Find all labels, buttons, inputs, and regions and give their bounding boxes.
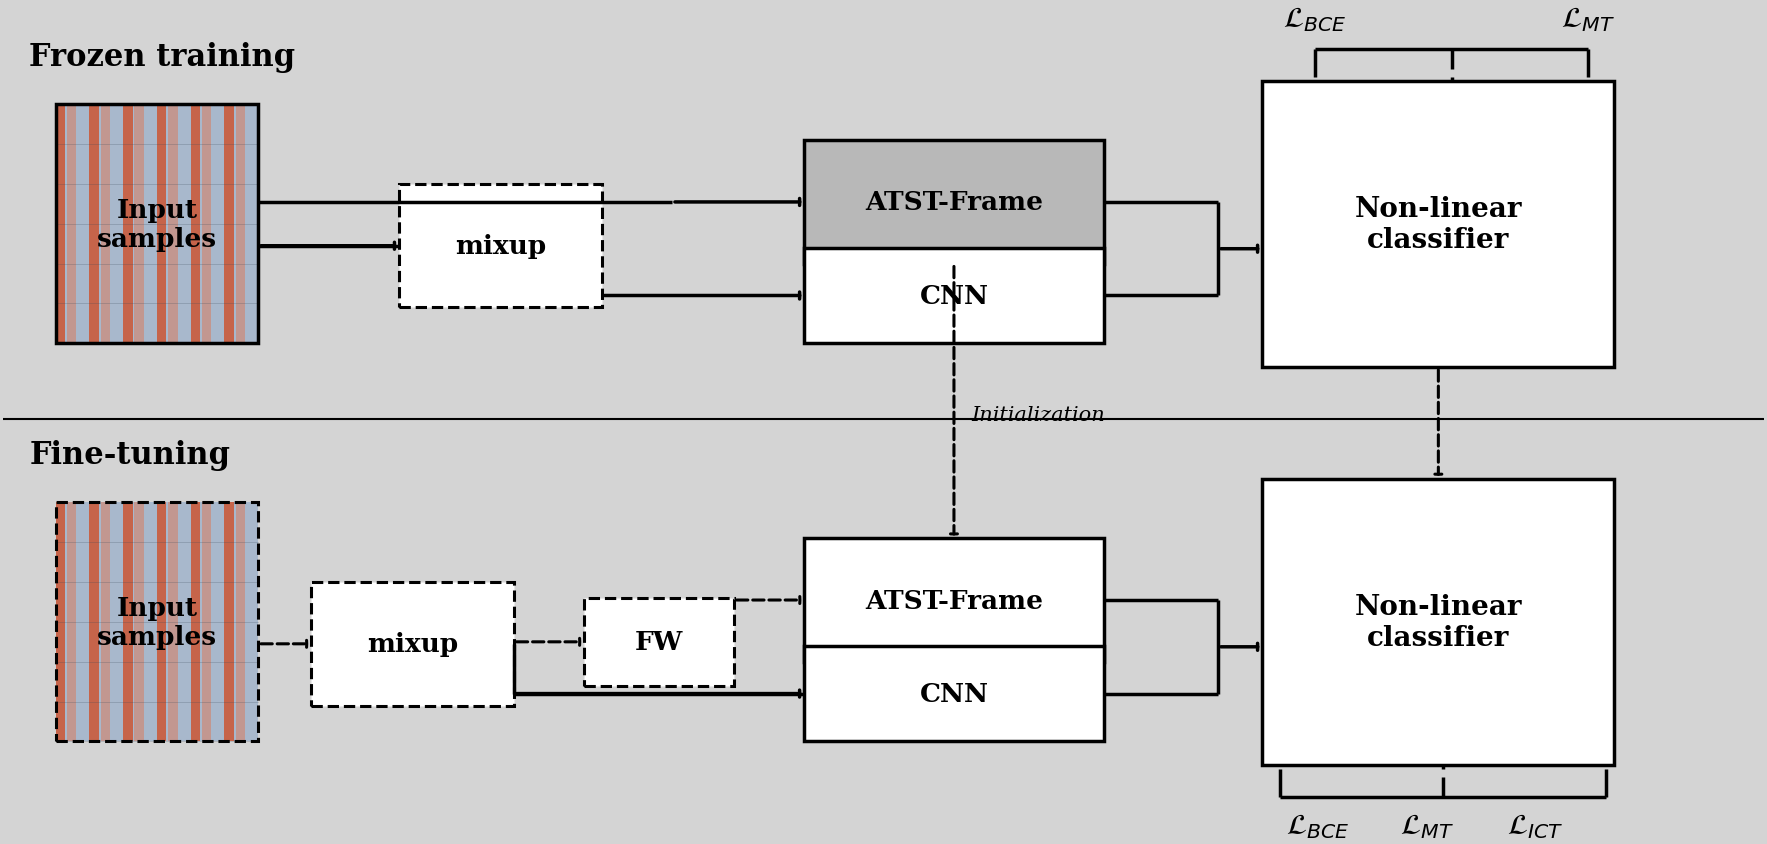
Bar [55, 106, 258, 344]
Bar [78, 106, 88, 344]
Bar [191, 503, 200, 742]
Text: mixup: mixup [368, 631, 458, 657]
Bar [134, 106, 143, 344]
Text: Input
samples: Input samples [97, 595, 217, 649]
Bar [224, 106, 233, 344]
Bar [90, 503, 99, 742]
Bar [55, 503, 258, 742]
Text: Non-linear
classifier: Non-linear classifier [1355, 196, 1521, 254]
Bar [134, 503, 143, 742]
Bar [201, 503, 212, 742]
Text: Fine-tuning: Fine-tuning [30, 439, 230, 470]
Bar [145, 106, 155, 344]
Bar [55, 503, 258, 742]
Text: FW: FW [634, 630, 684, 655]
Bar [145, 503, 155, 742]
Bar [111, 106, 122, 344]
Text: Non-linear
classifier: Non-linear classifier [1355, 593, 1521, 652]
Text: CNN: CNN [919, 681, 988, 706]
Bar [90, 106, 99, 344]
Bar [399, 185, 603, 308]
Bar [235, 106, 246, 344]
Bar [180, 106, 189, 344]
Bar [214, 106, 223, 344]
Bar [124, 106, 133, 344]
Text: ATST-Frame: ATST-Frame [866, 190, 1043, 215]
Text: Initialization: Initialization [972, 406, 1106, 425]
Bar [235, 503, 246, 742]
Bar [804, 141, 1104, 264]
Bar [168, 106, 178, 344]
Bar [201, 106, 212, 344]
Bar [157, 503, 166, 742]
Bar [78, 503, 88, 742]
Text: mixup: mixup [454, 234, 546, 259]
Bar [101, 106, 110, 344]
Bar [124, 503, 133, 742]
Bar [1262, 479, 1615, 766]
Bar [247, 106, 256, 344]
Bar [67, 503, 76, 742]
Bar [180, 503, 189, 742]
Bar [804, 646, 1104, 742]
Bar [55, 503, 65, 742]
Bar [168, 503, 178, 742]
Bar [214, 503, 223, 742]
Text: ATST-Frame: ATST-Frame [866, 587, 1043, 613]
Bar [101, 503, 110, 742]
Bar [191, 106, 200, 344]
Bar [224, 503, 233, 742]
Bar [311, 582, 514, 706]
Bar [111, 503, 122, 742]
Text: $\mathcal{L}_{ICT}$: $\mathcal{L}_{ICT}$ [1507, 811, 1564, 841]
Text: $\mathcal{L}_{MT}$: $\mathcal{L}_{MT}$ [1562, 5, 1615, 34]
Bar [55, 106, 258, 344]
Bar [804, 538, 1104, 662]
Text: $\mathcal{L}_{BCE}$: $\mathcal{L}_{BCE}$ [1286, 811, 1350, 841]
Bar [585, 598, 733, 686]
Bar [55, 106, 65, 344]
Text: CNN: CNN [919, 284, 988, 309]
Bar [1262, 81, 1615, 368]
Bar [67, 106, 76, 344]
Text: $\mathcal{L}_{BCE}$: $\mathcal{L}_{BCE}$ [1283, 5, 1346, 34]
Bar [157, 106, 166, 344]
Bar [804, 248, 1104, 344]
Bar [247, 503, 256, 742]
Text: Input
samples: Input samples [97, 197, 217, 252]
Text: $\mathcal{L}_{MT}$: $\mathcal{L}_{MT}$ [1399, 811, 1454, 841]
Text: Frozen training: Frozen training [30, 41, 295, 73]
